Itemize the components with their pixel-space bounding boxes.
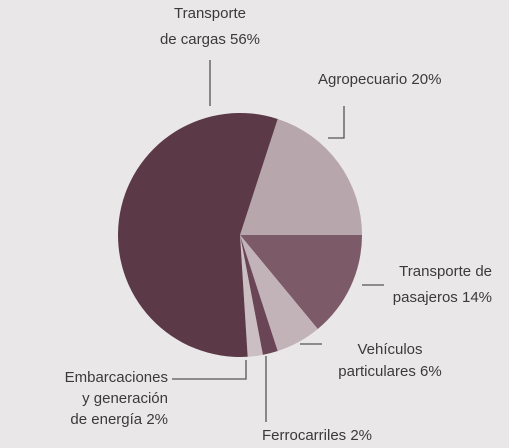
slice-label: particulares 6% [338, 363, 441, 380]
slice-label: de energía 2% [70, 411, 168, 428]
pie-slice [240, 118, 362, 235]
leader-line [328, 106, 345, 139]
pie-slice [240, 235, 278, 355]
pie-slice [240, 235, 263, 357]
slice-label: Agropecuario 20% [318, 71, 441, 88]
pie-slice [240, 235, 362, 330]
slice-label: de cargas 56% [160, 31, 260, 48]
slice-label: Ferrocarriles 2% [262, 427, 372, 444]
slice-label: Transporte de [399, 263, 492, 280]
pie-slice [117, 112, 278, 357]
pie-slice [240, 235, 318, 352]
slice-label: pasajeros 14% [393, 289, 492, 306]
slice-label: y generación [82, 390, 168, 407]
leader-line [172, 360, 247, 380]
slice-label: Embarcaciones [65, 369, 168, 386]
slice-label: Vehículos [357, 341, 422, 358]
slice-label: Transporte [174, 5, 246, 22]
